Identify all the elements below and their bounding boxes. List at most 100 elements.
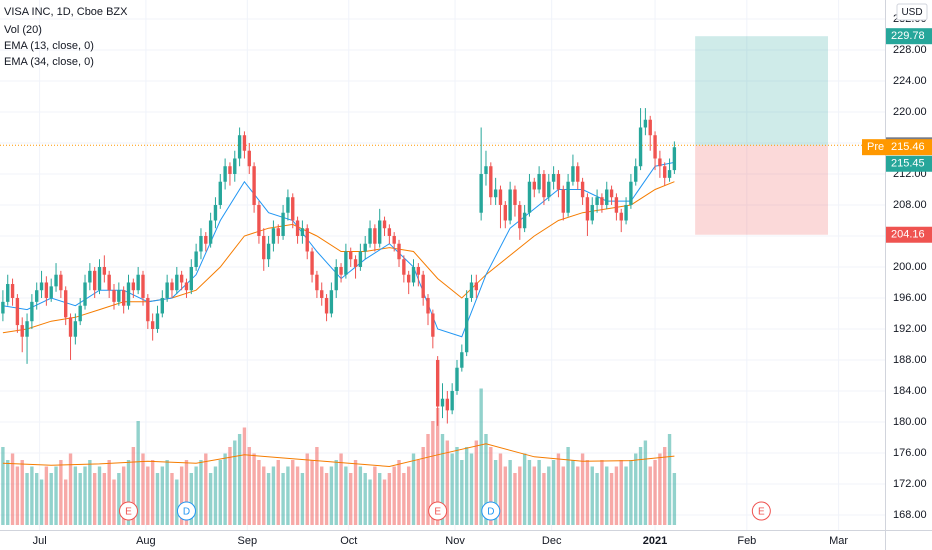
volume-bar <box>629 460 633 525</box>
volume-bar <box>378 473 382 525</box>
y-tick-label: 172.00 <box>893 478 927 490</box>
candle-body <box>527 181 532 213</box>
candle-body <box>329 290 334 314</box>
candle-body <box>537 173 541 190</box>
x-tick-label: Jul <box>33 535 47 547</box>
volume-bar <box>387 473 392 525</box>
last-price-badge-label: 215.45 <box>891 158 925 170</box>
x-tick-label: Oct <box>340 535 357 547</box>
candle-body <box>160 297 165 314</box>
candle-body <box>576 166 580 182</box>
volume-bar <box>614 466 619 525</box>
candle-body <box>653 135 657 159</box>
candle-body <box>498 189 503 205</box>
volume-bar <box>518 466 522 525</box>
volume-bar <box>537 460 541 525</box>
price-badge <box>886 226 932 243</box>
candle-body <box>228 166 232 174</box>
volume-bar <box>73 466 78 525</box>
candle-body <box>629 181 633 205</box>
volume-bar <box>585 460 590 525</box>
legend-item: Vol (20) <box>4 24 42 36</box>
volume-bar <box>648 466 652 525</box>
candle-body <box>324 297 329 314</box>
volume-bar <box>619 460 623 525</box>
candle-body <box>131 282 136 291</box>
volume-bar <box>643 440 648 525</box>
volume-bar <box>257 460 261 525</box>
volume-bar <box>368 479 372 525</box>
volume-bar <box>547 466 551 525</box>
volume-bar <box>59 460 63 525</box>
volume-bar <box>30 466 34 525</box>
volume-bar <box>252 453 256 525</box>
candle-body <box>648 119 652 136</box>
volume-bar <box>10 453 15 525</box>
candle-body <box>35 290 39 302</box>
volume-bar <box>97 466 102 525</box>
candle-body <box>141 274 145 298</box>
volume-bar <box>426 434 430 525</box>
candle-body <box>421 274 425 298</box>
candle-body <box>184 282 189 291</box>
volume-bar <box>49 473 53 525</box>
volume-bar <box>223 453 227 525</box>
candle-body <box>353 259 358 267</box>
x-tick-label: Mar <box>829 535 848 547</box>
candle-body <box>658 158 662 167</box>
volume-bar <box>281 473 285 525</box>
volume-bar <box>175 479 179 525</box>
candle-body <box>339 266 343 275</box>
candle-body <box>522 212 527 229</box>
volume-bar <box>435 408 440 525</box>
candle-body <box>121 290 126 306</box>
candle-body <box>464 297 469 353</box>
candle-body <box>242 135 247 151</box>
volume-bar <box>392 466 396 525</box>
candle-body <box>310 251 314 275</box>
candle-body <box>349 251 353 260</box>
candle-body <box>518 204 522 229</box>
volume-bar <box>474 440 479 525</box>
volume-bar <box>513 473 517 525</box>
last-price-badge <box>886 155 932 172</box>
candle-body <box>634 166 638 182</box>
volume-bar <box>6 460 10 525</box>
y-tick-label: 180.00 <box>893 416 927 428</box>
volume-bar <box>600 460 604 525</box>
y-tick-label: 228.00 <box>893 44 927 56</box>
candle-body <box>479 173 483 213</box>
volume-bar <box>121 466 126 525</box>
candle-body <box>585 197 590 221</box>
volume-bar <box>112 479 116 525</box>
candle-body <box>624 204 628 221</box>
candle-body <box>435 359 440 407</box>
volume-bar <box>527 460 532 525</box>
candle-body <box>44 282 49 298</box>
candle-body <box>561 189 565 213</box>
candle-body <box>126 282 131 306</box>
x-tick-label: Aug <box>136 535 156 547</box>
volume-bar <box>455 447 459 525</box>
volume-bar <box>382 479 387 525</box>
volume-bar <box>131 447 136 525</box>
candle-body <box>117 290 121 302</box>
candle-body <box>189 266 193 291</box>
candle-body <box>59 274 63 291</box>
candle-body <box>208 220 213 244</box>
event-marker <box>428 501 448 521</box>
candle-body <box>73 321 78 337</box>
candle-body <box>64 290 68 318</box>
candle-body <box>315 274 319 291</box>
candle-body <box>455 367 459 391</box>
candle-body <box>136 274 140 291</box>
candle-body <box>440 398 445 407</box>
candle-body <box>107 274 111 291</box>
candle-body <box>426 297 430 314</box>
volume-bar <box>107 460 111 525</box>
candle-body <box>387 228 392 236</box>
candle-body <box>474 282 479 291</box>
y-tick-label: 176.00 <box>893 447 927 459</box>
candle-body <box>15 297 20 326</box>
candle-body <box>566 181 570 213</box>
